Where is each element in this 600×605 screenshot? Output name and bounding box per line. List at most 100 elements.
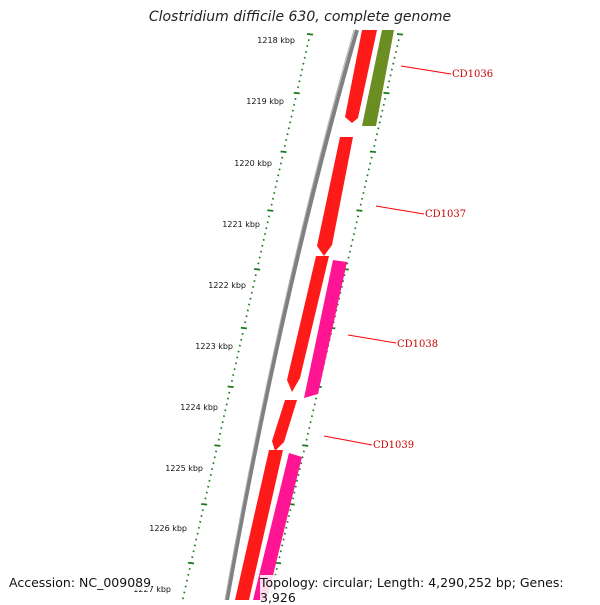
outer-scale-tick-minor — [273, 191, 276, 194]
kbp-labels: 1218 kbp 1219 kbp 1220 kbp 1221 kbp 1222… — [133, 36, 295, 594]
outer-scale-tick-minor — [213, 456, 216, 459]
inner-scale-tick-minor — [291, 497, 295, 500]
kbp-label-1223: 1223 kbp — [195, 342, 233, 351]
outer-scale-tick-minor — [233, 368, 236, 371]
outer-scale-tick-major — [214, 444, 221, 447]
outer-scale-tick-minor — [230, 379, 234, 382]
inner-scale-tick-major — [275, 561, 282, 565]
outer-scale-tick-minor — [197, 526, 200, 529]
inner-scale-tick-minor — [274, 573, 277, 576]
inner-scale-tick-minor — [388, 80, 391, 83]
inner-scale-tick-minor — [314, 397, 318, 400]
outer-scale-tick-minor — [252, 285, 255, 288]
outer-scale-tick-minor — [257, 262, 260, 265]
outer-scale-tick-minor — [294, 97, 297, 100]
inner-scale-tick-minor — [294, 485, 297, 488]
outer-scale-tick-minor — [232, 374, 235, 377]
inner-scale-tick-minor — [381, 109, 384, 112]
kbp-label-1226: 1226 kbp — [149, 524, 187, 533]
inner-scale-tick-minor — [296, 479, 299, 482]
inner-scale-tick-minor — [394, 50, 398, 53]
inner-scale-tick-minor — [298, 468, 301, 471]
inner-scale-tick-major — [396, 33, 404, 36]
outer-scale-tick-minor — [300, 68, 304, 71]
kbp-label-1220: 1220 kbp — [234, 159, 272, 168]
outer-scale-tick-minor — [191, 556, 194, 559]
outer-scale-tick-major — [267, 209, 274, 212]
cds-reverse-olive[interactable] — [362, 30, 394, 126]
outer-scale-tick-minor — [307, 39, 310, 42]
kbp-label-1224: 1224 kbp — [180, 403, 218, 412]
cds-forward-4[interactable] — [272, 400, 297, 451]
inner-scale-tick-minor — [362, 191, 365, 194]
inner-scale-tick-minor — [310, 415, 314, 418]
outer-scale-tick-minor — [265, 227, 268, 230]
cds-forward-3[interactable] — [287, 256, 329, 392]
inner-scale-tick-minor — [305, 438, 308, 441]
inner-scale-tick-minor — [279, 550, 282, 553]
cds-forward-5[interactable] — [235, 450, 283, 600]
outer-scale-tick-minor — [303, 56, 306, 59]
outer-scale-tick-minor — [271, 197, 275, 200]
cds-reverse-pink-1[interactable] — [304, 260, 347, 398]
gene-features: CD1036 CD1037 CD1038 CD1039 — [224, 29, 493, 600]
kbp-label-1221: 1221 kbp — [222, 220, 260, 229]
outer-scale-tick-minor — [263, 233, 267, 236]
leader-line-cd1036 — [400, 65, 452, 75]
inner-scale-tick-minor — [396, 45, 399, 48]
outer-scale-tick-minor — [241, 332, 244, 335]
outer-scale-tick-minor — [192, 550, 195, 553]
inner-scale-tick-minor — [361, 197, 364, 200]
outer-scale-tick-minor — [208, 479, 211, 482]
inner-scale-tick-minor — [374, 139, 377, 142]
outer-scale-tick-minor — [258, 256, 261, 259]
outer-scale-tick-major — [240, 326, 247, 330]
outer-scale-tick-minor — [204, 497, 207, 500]
outer-scale-tick-minor — [211, 468, 214, 471]
outer-scale-tick-minor — [291, 109, 294, 112]
outer-scale-tick-minor — [275, 180, 279, 183]
kbp-label-1225: 1225 kbp — [165, 464, 203, 473]
cds-forward-2[interactable] — [317, 137, 353, 256]
outer-scale-tick-minor — [240, 338, 243, 341]
outer-scale-tick-minor — [228, 391, 231, 394]
leader-line-cd1037 — [375, 205, 425, 215]
outer-scale-tick-minor — [274, 186, 277, 189]
outer-scale-tick-minor — [304, 50, 308, 53]
outer-scale-tick-minor — [262, 238, 265, 241]
cds-reverse-pink-2[interactable] — [253, 453, 302, 600]
inner-scale-tick-minor — [365, 180, 368, 183]
gene-label-cd1037: CD1037 — [425, 209, 466, 220]
inner-scale-tick-minor — [312, 409, 315, 412]
outer-scale-tick-major — [306, 33, 314, 36]
outer-scale-tick-minor — [212, 462, 215, 465]
outer-scale-tick-minor — [279, 162, 282, 165]
inner-scale-tick-minor — [366, 174, 369, 177]
genome-backbone — [225, 29, 359, 600]
outer-scale-tick-minor — [218, 432, 222, 435]
outer-scale-tick-minor — [195, 538, 198, 541]
outer-scale-tick-minor — [254, 274, 257, 277]
outer-scale-tick-minor — [188, 567, 191, 570]
outer-scale-tick-major — [201, 503, 208, 506]
cds-forward-1[interactable] — [345, 30, 377, 123]
outer-scale-tick-minor — [248, 303, 251, 306]
outer-scale-tick-minor — [214, 450, 218, 453]
outer-scale-tick-minor — [246, 309, 249, 312]
inner-scale-tick-minor — [278, 556, 281, 559]
outer-scale-tick-minor — [185, 579, 189, 582]
outer-scale-tick-minor — [289, 121, 292, 124]
outer-scale-tick-minor — [237, 350, 240, 353]
inner-scale-tick-minor — [352, 233, 356, 236]
outer-scale-tick-minor — [234, 362, 237, 365]
outer-scale-tick-minor — [187, 573, 190, 576]
inner-scale-tick-minor — [297, 473, 300, 476]
inner-scale-tick-minor — [356, 215, 360, 218]
inner-scale-tick-minor — [390, 68, 393, 71]
outer-scale-tick-minor — [207, 485, 210, 488]
inner-scale-tick-minor — [300, 462, 303, 465]
outer-scale-tick-minor — [290, 115, 293, 118]
outer-scale-tick-minor — [184, 585, 187, 588]
inner-scale-tick-minor — [313, 403, 316, 406]
